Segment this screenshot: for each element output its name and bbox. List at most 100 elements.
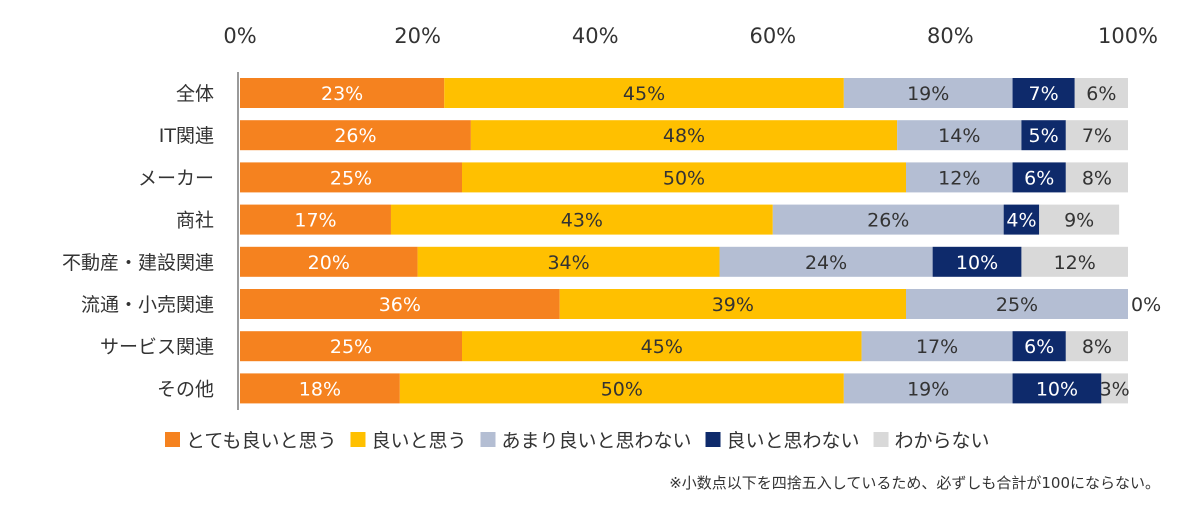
bar-segment <box>1065 162 1128 193</box>
bar-segment <box>1012 162 1066 193</box>
x-tick-label: 0% <box>223 24 256 48</box>
data-label: 39% <box>712 294 754 316</box>
bar-segment <box>240 78 445 108</box>
legend-label: 良いと思う <box>371 430 466 452</box>
data-label: 8% <box>1082 336 1112 358</box>
bar-segment <box>399 373 844 404</box>
bar-segment <box>1021 246 1128 277</box>
data-label: 23% <box>321 83 363 105</box>
bar-segment <box>932 246 1022 277</box>
data-label: 43% <box>561 210 603 232</box>
bar-segment <box>444 78 844 108</box>
data-label: 34% <box>547 252 589 274</box>
bar-segment <box>462 162 906 193</box>
data-label: 4% <box>1006 210 1036 232</box>
legend-label: 良いと思わない <box>727 430 860 452</box>
data-label: 7% <box>1082 125 1112 147</box>
bar-segment <box>1003 204 1040 235</box>
x-tick-label: 40% <box>572 24 619 48</box>
bar-segment <box>719 246 933 277</box>
bar-segment <box>240 162 462 193</box>
bar-segment <box>1065 120 1128 151</box>
bar-segment <box>390 204 773 235</box>
data-label: 18% <box>299 378 341 400</box>
category-label: 流通・小売関連 <box>81 294 214 316</box>
bar-segment <box>1039 204 1120 235</box>
data-label: 25% <box>330 167 372 189</box>
data-label: 7% <box>1029 83 1059 105</box>
bar-segment <box>559 289 906 319</box>
x-tick-label: 100% <box>1098 24 1158 48</box>
category-label: 不動産・建設関連 <box>62 252 214 274</box>
data-label: 50% <box>663 167 705 189</box>
data-label: 8% <box>1082 167 1112 189</box>
data-label: 9% <box>1064 210 1094 232</box>
bar-segment <box>1101 373 1128 404</box>
bar-segment <box>1074 78 1128 108</box>
legend-swatch <box>165 432 180 447</box>
x-tick-label: 20% <box>394 24 441 48</box>
bar-segment <box>240 246 418 277</box>
data-label: 6% <box>1086 83 1116 105</box>
data-label: 17% <box>294 210 336 232</box>
bar-segment <box>1012 78 1075 108</box>
data-label: 14% <box>938 125 980 147</box>
category-label: 全体 <box>176 83 214 105</box>
data-label: 3% <box>1100 378 1130 400</box>
x-tick-label: 80% <box>927 24 974 48</box>
bar-segment <box>897 120 1022 151</box>
bar-segment <box>240 204 391 235</box>
data-label: 19% <box>907 378 949 400</box>
bar-segment <box>462 331 862 362</box>
data-label: 17% <box>916 336 958 358</box>
category-label: IT関連 <box>159 125 214 147</box>
category-label: メーカー <box>138 167 214 189</box>
legend-label: わからない <box>895 430 990 452</box>
data-label: 25% <box>330 336 372 358</box>
bar-segment <box>240 331 462 362</box>
data-label: 12% <box>1054 252 1096 274</box>
data-label: 26% <box>867 210 909 232</box>
bar-segment <box>772 204 1004 235</box>
bar-segment <box>470 120 898 151</box>
data-label: 45% <box>641 336 683 358</box>
bar-segment <box>861 331 1013 362</box>
bar-segment <box>417 246 720 277</box>
legend-label: とても良いと思う <box>186 430 336 452</box>
data-label: 20% <box>308 252 350 274</box>
bar-segment <box>1012 331 1066 362</box>
data-label: 10% <box>1036 378 1078 400</box>
bar-segment <box>240 289 560 319</box>
data-label: 6% <box>1024 336 1054 358</box>
bar-segment <box>1021 120 1066 151</box>
legend-swatch <box>480 432 496 447</box>
bar-segment <box>1012 373 1102 404</box>
data-label: 25% <box>996 294 1038 316</box>
legend-swatch <box>350 432 366 447</box>
data-label: 0% <box>1131 294 1161 316</box>
data-label: 19% <box>907 83 949 105</box>
data-label: 50% <box>601 378 643 400</box>
data-label: 0% <box>1131 294 1161 316</box>
bar-segment <box>1065 331 1128 362</box>
bar-segment <box>843 78 1013 108</box>
bar-segment <box>906 162 1013 193</box>
data-label: 5% <box>1029 125 1059 147</box>
data-label: 45% <box>623 83 665 105</box>
legend-label: あまり良いと思わない <box>502 430 692 452</box>
bar-segment <box>843 373 1013 404</box>
data-label: 12% <box>938 167 980 189</box>
category-label: 商社 <box>176 210 214 232</box>
data-label: 24% <box>805 252 847 274</box>
footnote: ※小数点以下を四捨五入しているため、必ずしも合計が100にならない。 <box>669 474 1160 492</box>
bar-segment <box>906 289 1128 319</box>
legend-swatch <box>705 432 721 447</box>
bar-segment <box>240 373 400 404</box>
data-label: 6% <box>1024 167 1054 189</box>
category-label: その他 <box>157 378 214 400</box>
bar-segment <box>240 120 471 151</box>
data-label: 10% <box>956 252 998 274</box>
data-label: 36% <box>379 294 421 316</box>
